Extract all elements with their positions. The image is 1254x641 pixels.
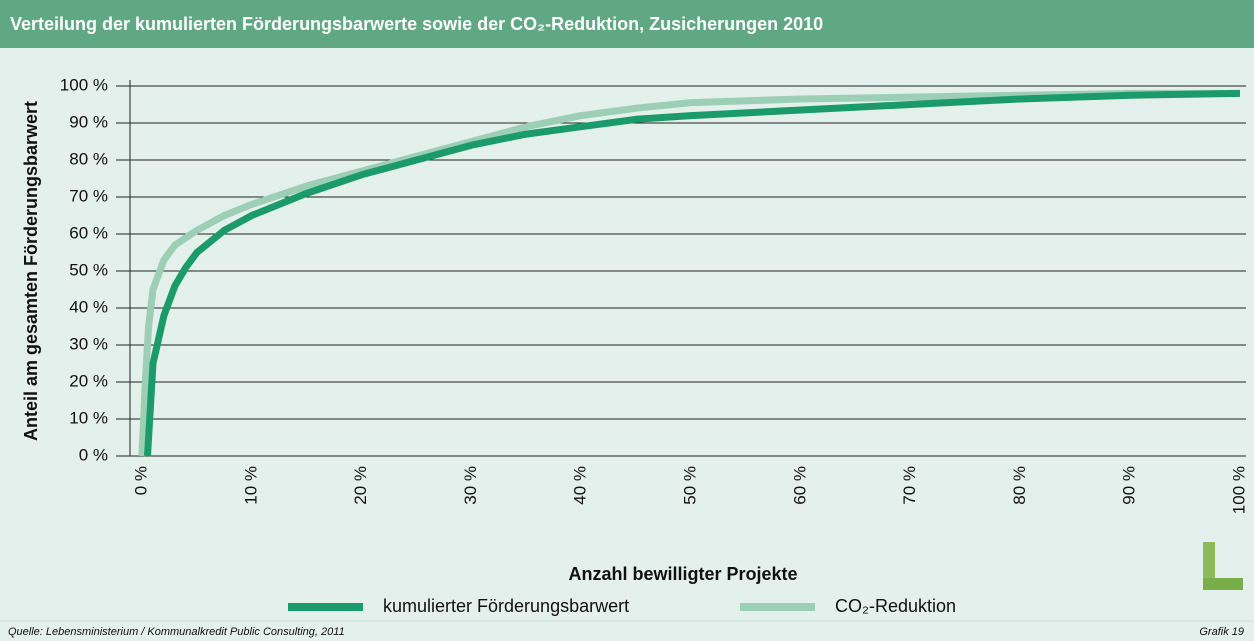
x-tick-label: 0 %	[131, 466, 150, 495]
data-line	[138, 89, 1240, 457]
y-tick-label: 10 %	[69, 408, 108, 427]
y-tick-label: 90 %	[69, 112, 108, 131]
logo	[1203, 542, 1243, 590]
y-axis-label: Anteil am gesamten Förderungsbarwert	[21, 101, 41, 441]
y-tick-label: 40 %	[69, 297, 108, 316]
x-tick-label: 50 %	[680, 466, 699, 505]
logo-foot	[1203, 578, 1243, 590]
y-tick-label: 100 %	[60, 75, 108, 94]
y-tick-label: 50 %	[69, 260, 108, 279]
x-tick-label: 70 %	[900, 466, 919, 505]
x-tick-label: 90 %	[1120, 466, 1139, 505]
source-note: Quelle: Lebensministerium / Kommunalkred…	[8, 626, 345, 638]
x-axis-label: Anzahl bewilligter Projekte	[568, 564, 797, 584]
y-tick-label: 60 %	[69, 223, 108, 242]
legend-label: kumulierter Förderungsbarwert	[383, 596, 629, 616]
y-tick-label: 20 %	[69, 371, 108, 390]
y-tick-label: 0 %	[79, 445, 108, 464]
header-bar	[0, 0, 1254, 48]
y-tick-label: 30 %	[69, 334, 108, 353]
data-line	[143, 89, 1241, 457]
x-tick-label: 40 %	[571, 466, 590, 505]
x-tick-label: 10 %	[241, 466, 260, 505]
x-tick-label: 30 %	[461, 466, 480, 505]
x-tick-label: 20 %	[351, 466, 370, 505]
x-tick-label: 60 %	[790, 466, 809, 505]
legend-label: CO₂-Reduktion	[835, 596, 956, 616]
chart-title: Verteilung der kumulierten Förderungsbar…	[10, 14, 823, 34]
y-tick-label: 80 %	[69, 149, 108, 168]
figure-label: Grafik 19	[1199, 626, 1244, 638]
x-tick-label: 80 %	[1010, 466, 1029, 505]
x-tick-label: 100 %	[1229, 466, 1248, 514]
y-tick-label: 70 %	[69, 186, 108, 205]
